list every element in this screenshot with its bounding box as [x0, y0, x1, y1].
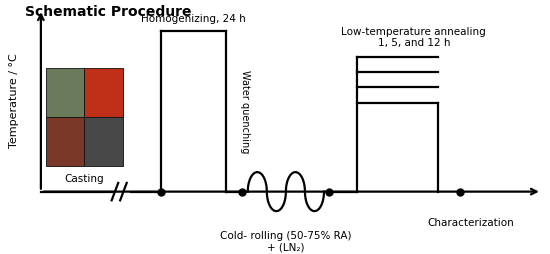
Text: Temperature / °C: Temperature / °C: [9, 53, 19, 148]
Bar: [85, 68, 123, 117]
Text: Characterization: Characterization: [427, 218, 514, 228]
Text: Schematic Procedure: Schematic Procedure: [25, 5, 191, 19]
Bar: [85, 117, 123, 166]
Text: Homogenizing, 24 h: Homogenizing, 24 h: [141, 14, 246, 24]
Text: Casting: Casting: [65, 174, 104, 184]
Text: Cold- rolling (50-75% RA)
+ (LN₂): Cold- rolling (50-75% RA) + (LN₂): [220, 231, 351, 252]
Text: Low-temperature annealing
1, 5, and 12 h: Low-temperature annealing 1, 5, and 12 h: [342, 27, 486, 48]
Bar: [46, 117, 85, 166]
Text: Water quenching: Water quenching: [240, 70, 250, 153]
Bar: [46, 68, 85, 117]
